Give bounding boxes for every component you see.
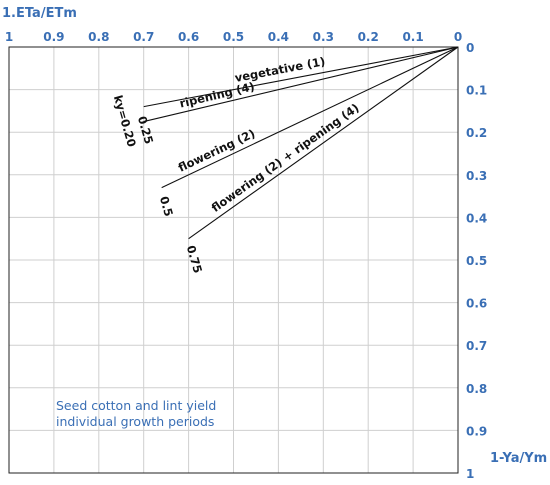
x-tick-label: 0.7: [133, 30, 154, 44]
series-line: [161, 46, 459, 189]
ky-value-label: 0.5: [157, 195, 176, 218]
x-tick-label: 0.3: [313, 30, 334, 44]
y-tick-label: 1: [466, 467, 474, 481]
x-tick-label: 0.9: [43, 30, 64, 44]
ky-value-label: ky=0.20: [111, 94, 139, 149]
x-tick-label: 0.5: [223, 30, 244, 44]
series-line: [143, 46, 459, 123]
x-tick-label: 0.4: [268, 30, 289, 44]
y-tick-labels: 0 0.1 0.2 0.3 0.4 0.5 0.6 0.7 0.8 0.9 1: [466, 41, 487, 481]
y-tick-label: 0.6: [466, 297, 487, 311]
y-tick-label: 0: [466, 41, 474, 55]
y-tick-label: 0.8: [466, 382, 487, 396]
y-tick-label: 0.5: [466, 254, 487, 268]
ky-value-label: 0.75: [184, 244, 205, 275]
series-labels: vegetative (1)ripening (4)flowering (2)f…: [111, 54, 362, 275]
y-tick-label: 0.9: [466, 424, 487, 438]
x-tick-label: 0.8: [88, 30, 109, 44]
x-tick-label: 0.6: [178, 30, 199, 44]
series-lines: [143, 46, 459, 240]
y-tick-label: 0.3: [466, 169, 487, 183]
plot-frame: [8, 46, 459, 474]
series-line: [188, 46, 459, 240]
x-tick-labels: 1 0.9 0.8 0.7 0.6 0.5 0.4 0.3 0.2 0.1 0: [5, 30, 462, 44]
y-tick-label: 0.4: [466, 211, 487, 225]
grid: [9, 47, 458, 473]
annotation-line-2: individual growth periods: [56, 414, 214, 429]
y-axis-title: 1-Ya/Ym: [490, 451, 547, 466]
annotation-line-1: Seed cotton and lint yield: [56, 398, 216, 413]
y-tick-label: 0.1: [466, 84, 487, 98]
x-tick-label: 0: [454, 30, 462, 44]
x-tick-label: 0.1: [402, 30, 423, 44]
y-tick-label: 0.7: [466, 339, 487, 353]
x-tick-label: 1: [5, 30, 13, 44]
x-axis-title: 1.ETa/ETm: [2, 6, 77, 21]
x-tick-label: 0.2: [358, 30, 379, 44]
y-tick-label: 0.2: [466, 126, 487, 140]
series-name-label: flowering (2) + ripening (4): [209, 101, 362, 215]
series-name-label: ripening (4): [178, 79, 256, 110]
series-line: [143, 46, 459, 108]
